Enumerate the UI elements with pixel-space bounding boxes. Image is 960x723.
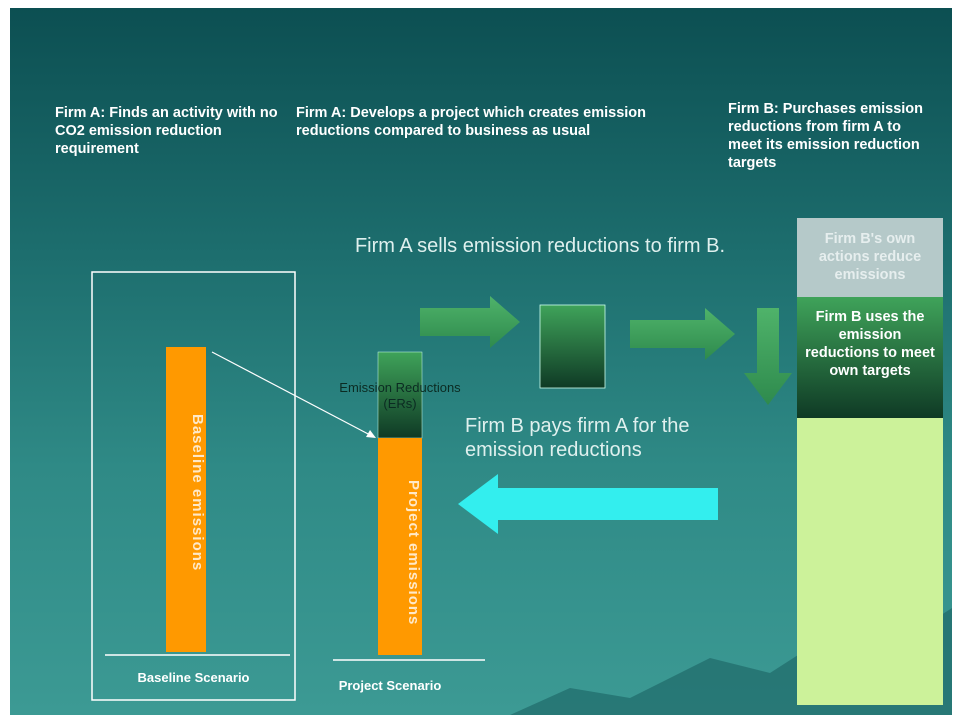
target-box xyxy=(797,418,943,705)
project-bar-label: Project emissions xyxy=(405,480,422,626)
own-actions-box xyxy=(797,218,943,297)
transfer-box xyxy=(539,304,606,389)
baseline-frame xyxy=(91,271,296,701)
firm-b-purchase: Firm B: Purchases emission reductions fr… xyxy=(728,101,924,171)
arrow-pay xyxy=(458,474,718,534)
project-bar xyxy=(378,438,422,655)
uses-box xyxy=(797,297,943,418)
sell-text: Firm A sells emission reductions to firm… xyxy=(354,235,726,257)
own-actions-text: Firm B's own actions reduce emissions xyxy=(818,231,922,283)
connector-arrow-head xyxy=(366,430,376,438)
baseline-bar-label: Baseline emissions xyxy=(189,414,206,572)
reductions-bar xyxy=(377,351,423,439)
reductions-label: Emission Reductions (ERs) xyxy=(339,380,461,411)
baseline-bar xyxy=(166,347,206,652)
baseline-scenario: Baseline Scenario xyxy=(137,670,250,685)
connector-arrow xyxy=(211,351,373,437)
uses-text: Firm B uses the emission reductions to m… xyxy=(805,309,935,379)
arrow-right-1 xyxy=(420,296,520,348)
arrow-down xyxy=(744,308,792,405)
slide: Firm A: Finds an activity with no CO2 em… xyxy=(10,8,952,715)
firm-a-project: Firm A: Develops a project which creates… xyxy=(296,105,646,139)
diagram-graphics xyxy=(91,218,952,715)
arrow-right-2 xyxy=(630,308,735,360)
pay-text: Firm B pays firm A for the emission redu… xyxy=(465,415,690,461)
project-scenario: Project Scenario xyxy=(338,678,442,693)
firm-a-activity: Firm A: Finds an activity with no CO2 em… xyxy=(55,105,278,157)
